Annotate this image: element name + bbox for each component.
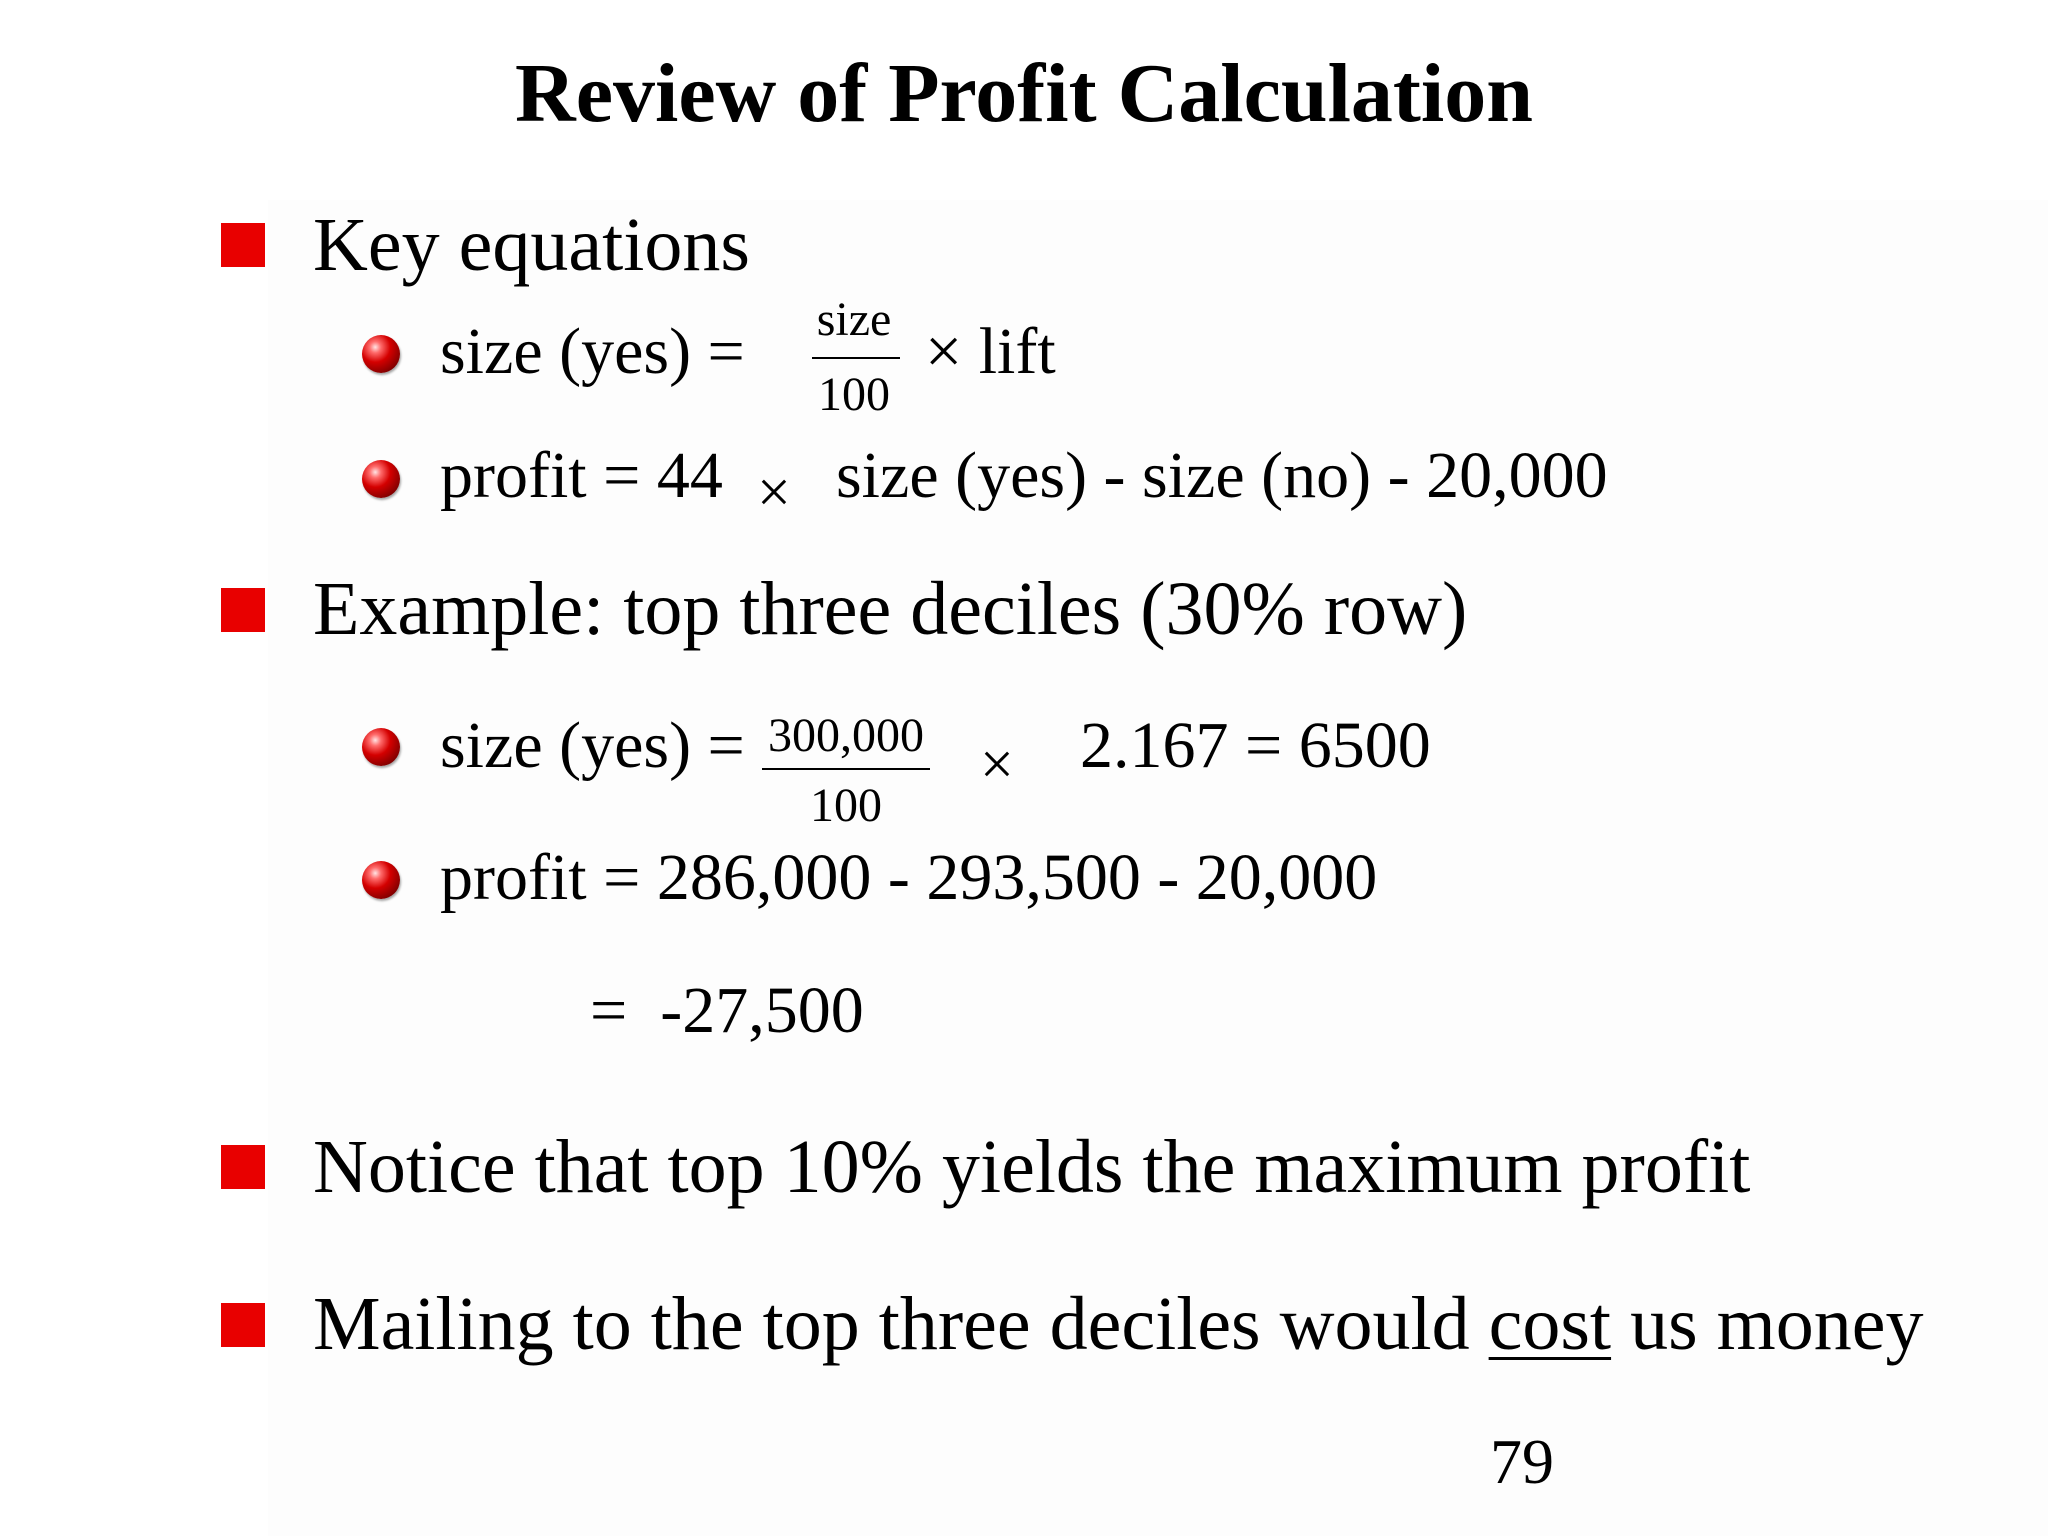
red-ball-icon xyxy=(362,335,400,373)
red-ball-icon xyxy=(362,861,400,899)
multiply-sign: × xyxy=(757,459,791,525)
equation-size-yes-rhs: × lift xyxy=(925,315,1056,388)
fraction-bar xyxy=(762,768,930,770)
example-profit-result: = -27,500 xyxy=(590,974,864,1047)
example-profit-equation: profit = 286,000 - 293,500 - 20,000 xyxy=(440,841,1378,914)
example-size-yes-rhs: 2.167 = 6500 xyxy=(1080,709,1431,782)
fraction-bar xyxy=(812,357,900,359)
red-square-icon xyxy=(221,1145,265,1189)
equation-profit-rhs: size (yes) - size (no) - 20,000 xyxy=(836,439,1608,512)
red-ball-icon xyxy=(362,728,400,766)
example-size-yes-lhs: size (yes) = xyxy=(440,709,745,782)
multiply-sign: × xyxy=(980,731,1014,797)
bullet-mailing: Mailing to the top three deciles would c… xyxy=(313,1279,1924,1369)
red-square-icon xyxy=(221,588,265,632)
equation-size-yes-lhs: size (yes) = xyxy=(440,315,745,388)
fraction-numerator: size xyxy=(816,293,892,346)
equation-profit-lhs: profit = 44 xyxy=(440,439,723,512)
fraction-denominator: 100 xyxy=(818,368,890,421)
bullet-example: Example: top three deciles (30% row) xyxy=(313,567,1468,651)
red-square-icon xyxy=(221,1303,265,1347)
mailing-text-after: us money xyxy=(1630,1282,1924,1366)
red-square-icon xyxy=(221,223,265,267)
page-number: 79 xyxy=(1490,1426,1554,1497)
content-panel xyxy=(268,200,2048,1536)
bullet-key-equations: Key equations xyxy=(313,203,750,287)
bullet-notice: Notice that top 10% yields the maximum p… xyxy=(313,1125,1751,1209)
fraction-numerator: 300,000 xyxy=(768,709,924,762)
mailing-text-underlined: cost xyxy=(1488,1282,1612,1366)
slide-title: Review of Profit Calculation xyxy=(515,47,1533,140)
fraction-denominator: 100 xyxy=(810,779,882,832)
mailing-text-before: Mailing to the top three deciles would xyxy=(313,1282,1470,1366)
red-ball-icon xyxy=(362,460,400,498)
